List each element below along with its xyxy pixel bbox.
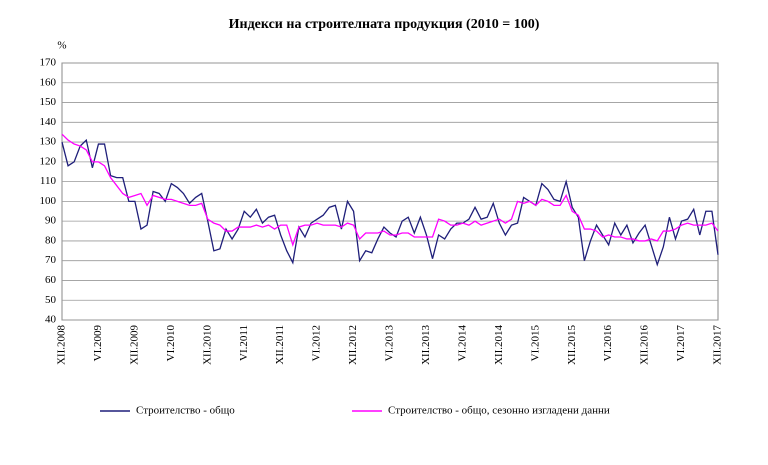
x-tick-label: VI.2013 [384,325,396,362]
y-tick-label: 70 [45,254,57,266]
x-tick-label: VI.2017 [675,325,687,362]
y-tick-label: 110 [40,175,57,187]
x-tick-label: XII.2008 [56,325,68,366]
series-line [61,133,719,247]
x-tick-label: XII.2017 [712,325,724,366]
legend-label: Строителство - общо [136,405,235,417]
y-tick-label: 90 [45,215,57,227]
y-tick-label: 140 [40,116,57,128]
x-tick-label: XII.2016 [639,325,651,366]
x-tick-label: XII.2012 [347,325,359,365]
series-line [61,138,719,267]
x-tick-label: XII.2009 [128,325,140,366]
legend-label: Строителство - общо, сезонно изгладени д… [388,405,610,417]
y-tick-label: 150 [40,96,57,108]
x-tick-label: VI.2014 [456,325,468,362]
y-tick-label: 170 [40,57,57,69]
y-tick-label: 130 [40,136,57,148]
x-tick-label: VI.2009 [92,325,104,362]
x-tick-label: XII.2011 [274,325,286,365]
x-tick-label: VI.2011 [238,325,250,361]
y-tick-label: 100 [40,195,57,207]
x-tick-label: XII.2015 [566,325,578,366]
y-tick-label: 50 [45,294,57,306]
x-tick-label: XII.2013 [420,325,432,366]
x-tick-label: VI.2010 [165,325,177,362]
x-tick-label: XII.2010 [201,325,213,366]
y-tick-label: 160 [40,76,57,88]
y-axis-label: % [57,40,66,52]
x-tick-label: VI.2015 [529,325,541,362]
x-tick-label: VI.2016 [602,325,614,362]
y-tick-label: 80 [45,234,57,246]
x-tick-label: XII.2014 [493,325,505,366]
y-tick-label: 60 [45,274,57,286]
chart-title: Индекси на строителната продукция (2010 … [229,17,540,32]
y-tick-label: 40 [45,314,57,326]
y-tick-label: 120 [40,155,57,167]
x-tick-label: VI.2012 [311,325,323,361]
